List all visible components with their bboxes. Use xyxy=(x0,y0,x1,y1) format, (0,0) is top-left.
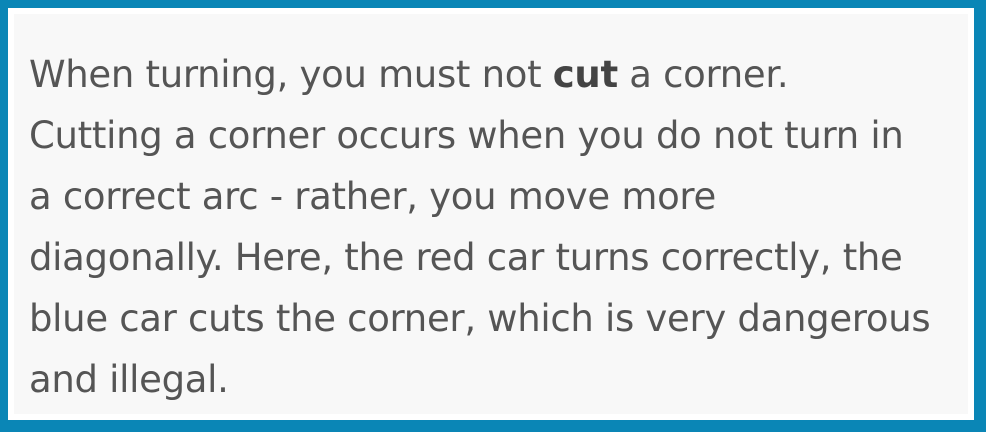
text-line-1-end: a corner. xyxy=(617,53,789,96)
info-card-text: When turning, you must not cut a corner.… xyxy=(29,44,969,410)
text-line-5: blue car cuts the corner, which is very … xyxy=(29,297,931,340)
emphasis-cut: cut xyxy=(552,53,618,96)
info-card-panel: When turning, you must not cut a corner.… xyxy=(8,8,974,420)
text-line-1: When turning, you must not cut a corner. xyxy=(29,44,969,105)
text-line-6: and illegal. xyxy=(29,358,229,401)
text-line-4: diagonally. Here, the red car turns corr… xyxy=(29,236,903,279)
text-line-3: a correct arc - rather, you move more xyxy=(29,175,716,218)
text-line-1-start: When turning, you must not xyxy=(29,53,553,96)
text-line-2: Cutting a corner occurs when you do not … xyxy=(29,114,904,157)
